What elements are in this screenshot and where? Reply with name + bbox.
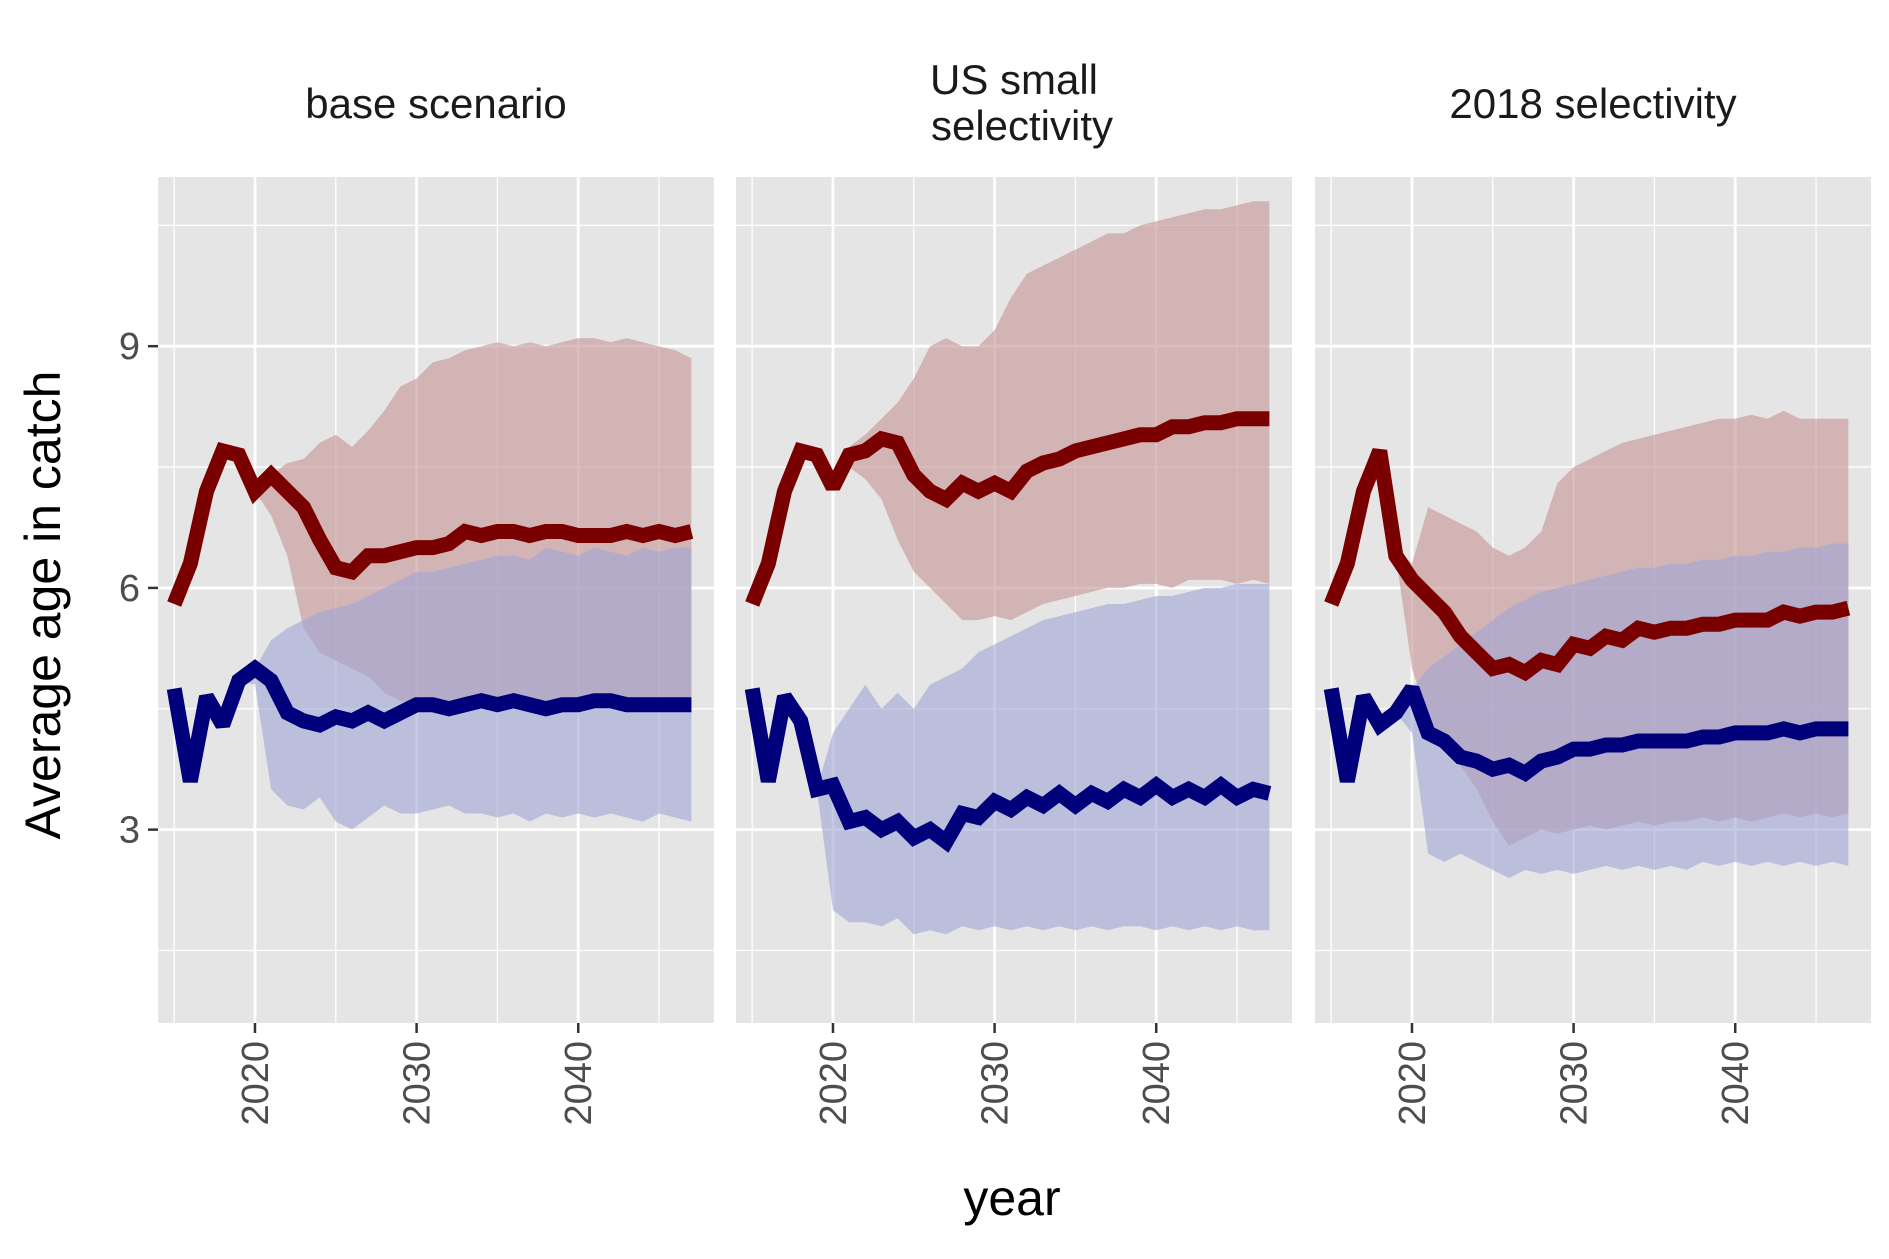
facet-title: US small: [930, 56, 1098, 103]
panel-1: base scenario 2020 2030 2040 3 6 9: [119, 80, 714, 1126]
red-median-line: [745, 411, 1270, 607]
x-tick-label: 2040: [1136, 1041, 1178, 1126]
x-tick-label: 2040: [558, 1041, 600, 1126]
red-median-line: [167, 442, 694, 607]
facet-title: base scenario: [305, 80, 567, 127]
panel-data: [166, 338, 694, 830]
facet-title: selectivity: [931, 102, 1113, 149]
red-median-line: [1324, 448, 1851, 682]
red-uncertainty-band: [752, 201, 1270, 621]
x-tick-label: 2030: [975, 1041, 1017, 1126]
y-axis-title: Average age in catch: [15, 371, 71, 840]
panel-3: 2018 selectivity 2020 2030 2040: [1315, 80, 1871, 1126]
y-tick-label: 9: [119, 326, 140, 368]
blue-median-line: [744, 687, 1272, 853]
facet-title: 2018 selectivity: [1449, 80, 1736, 127]
x-tick-label: 2020: [813, 1041, 855, 1126]
x-tick-label: 2040: [1715, 1041, 1757, 1126]
blue-median-line: [1323, 684, 1849, 783]
x-tick-label: 2030: [397, 1041, 439, 1126]
x-tick-label: 2020: [1392, 1041, 1434, 1126]
y-tick-label: 3: [119, 810, 140, 852]
blue-median-line: [166, 659, 692, 783]
blue-uncertainty-band: [752, 583, 1270, 935]
panel-data: [1323, 410, 1851, 878]
panel-data: [744, 201, 1272, 935]
x-tick-label: 2030: [1554, 1041, 1596, 1126]
x-axis-title: year: [963, 1170, 1060, 1226]
y-tick-label: 6: [119, 568, 140, 610]
blue-uncertainty-band: [174, 547, 692, 830]
x-tick-label: 2020: [235, 1041, 277, 1126]
